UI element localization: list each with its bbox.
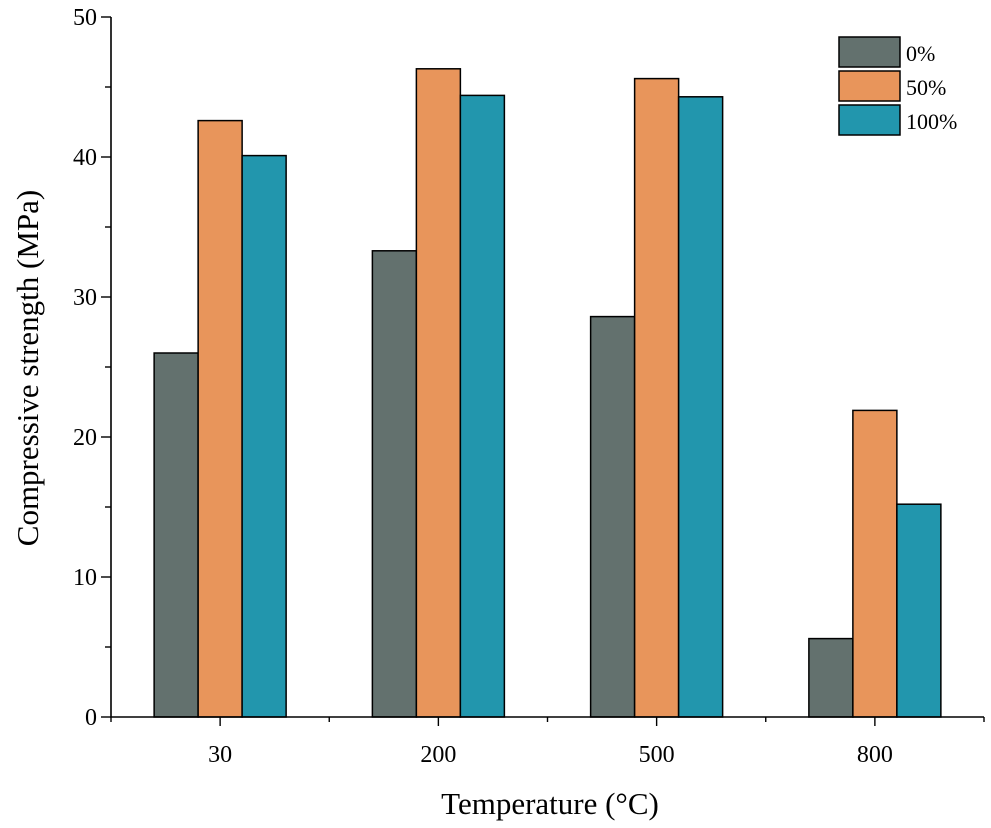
bar-100pct-200 [459, 94, 506, 718]
bar-0pct-30 [153, 352, 199, 718]
legend: 0% 50% 100% [838, 36, 957, 136]
bar-100pct-500 [677, 96, 724, 718]
legend-label-0pct: 0% [906, 41, 935, 66]
x-ticks-group: 30 200 500 800 [110, 717, 985, 768]
x-tick-label-800: 800 [857, 742, 893, 768]
legend-label-100pct: 100% [906, 109, 957, 134]
x-tick-label-200: 200 [420, 742, 456, 768]
bar-50pct-200 [415, 68, 462, 718]
bars-group [153, 68, 942, 718]
legend-swatch-0pct [838, 36, 901, 68]
bar-0pct-800 [808, 637, 854, 718]
y-tick-label: 30 [73, 285, 97, 311]
bar-100pct-800 [896, 503, 942, 718]
y-ticks-group: 0 10 20 30 40 50 [73, 5, 111, 731]
y-tick-label: 20 [73, 425, 97, 451]
bar-100pct-30 [241, 154, 287, 718]
x-axis-title: Temperature (°C) [441, 786, 659, 821]
bar-0pct-500 [589, 315, 636, 718]
legend-swatch-50pct [838, 70, 901, 102]
legend-swatch-100pct [838, 104, 901, 136]
x-tick-label-500: 500 [639, 742, 675, 768]
bar-50pct-30 [197, 119, 243, 718]
y-axis-title: Compressive strength (MPa) [10, 190, 45, 546]
legend-label-50pct: 50% [906, 75, 946, 100]
y-tick-label: 10 [73, 565, 97, 591]
bar-50pct-800 [852, 409, 898, 718]
bar-50pct-500 [633, 77, 680, 718]
bar-0pct-200 [371, 250, 418, 718]
y-tick-label: 40 [73, 145, 97, 171]
y-tick-label: 0 [85, 705, 97, 731]
y-tick-label: 50 [73, 5, 97, 31]
x-tick-label-30: 30 [208, 742, 232, 768]
